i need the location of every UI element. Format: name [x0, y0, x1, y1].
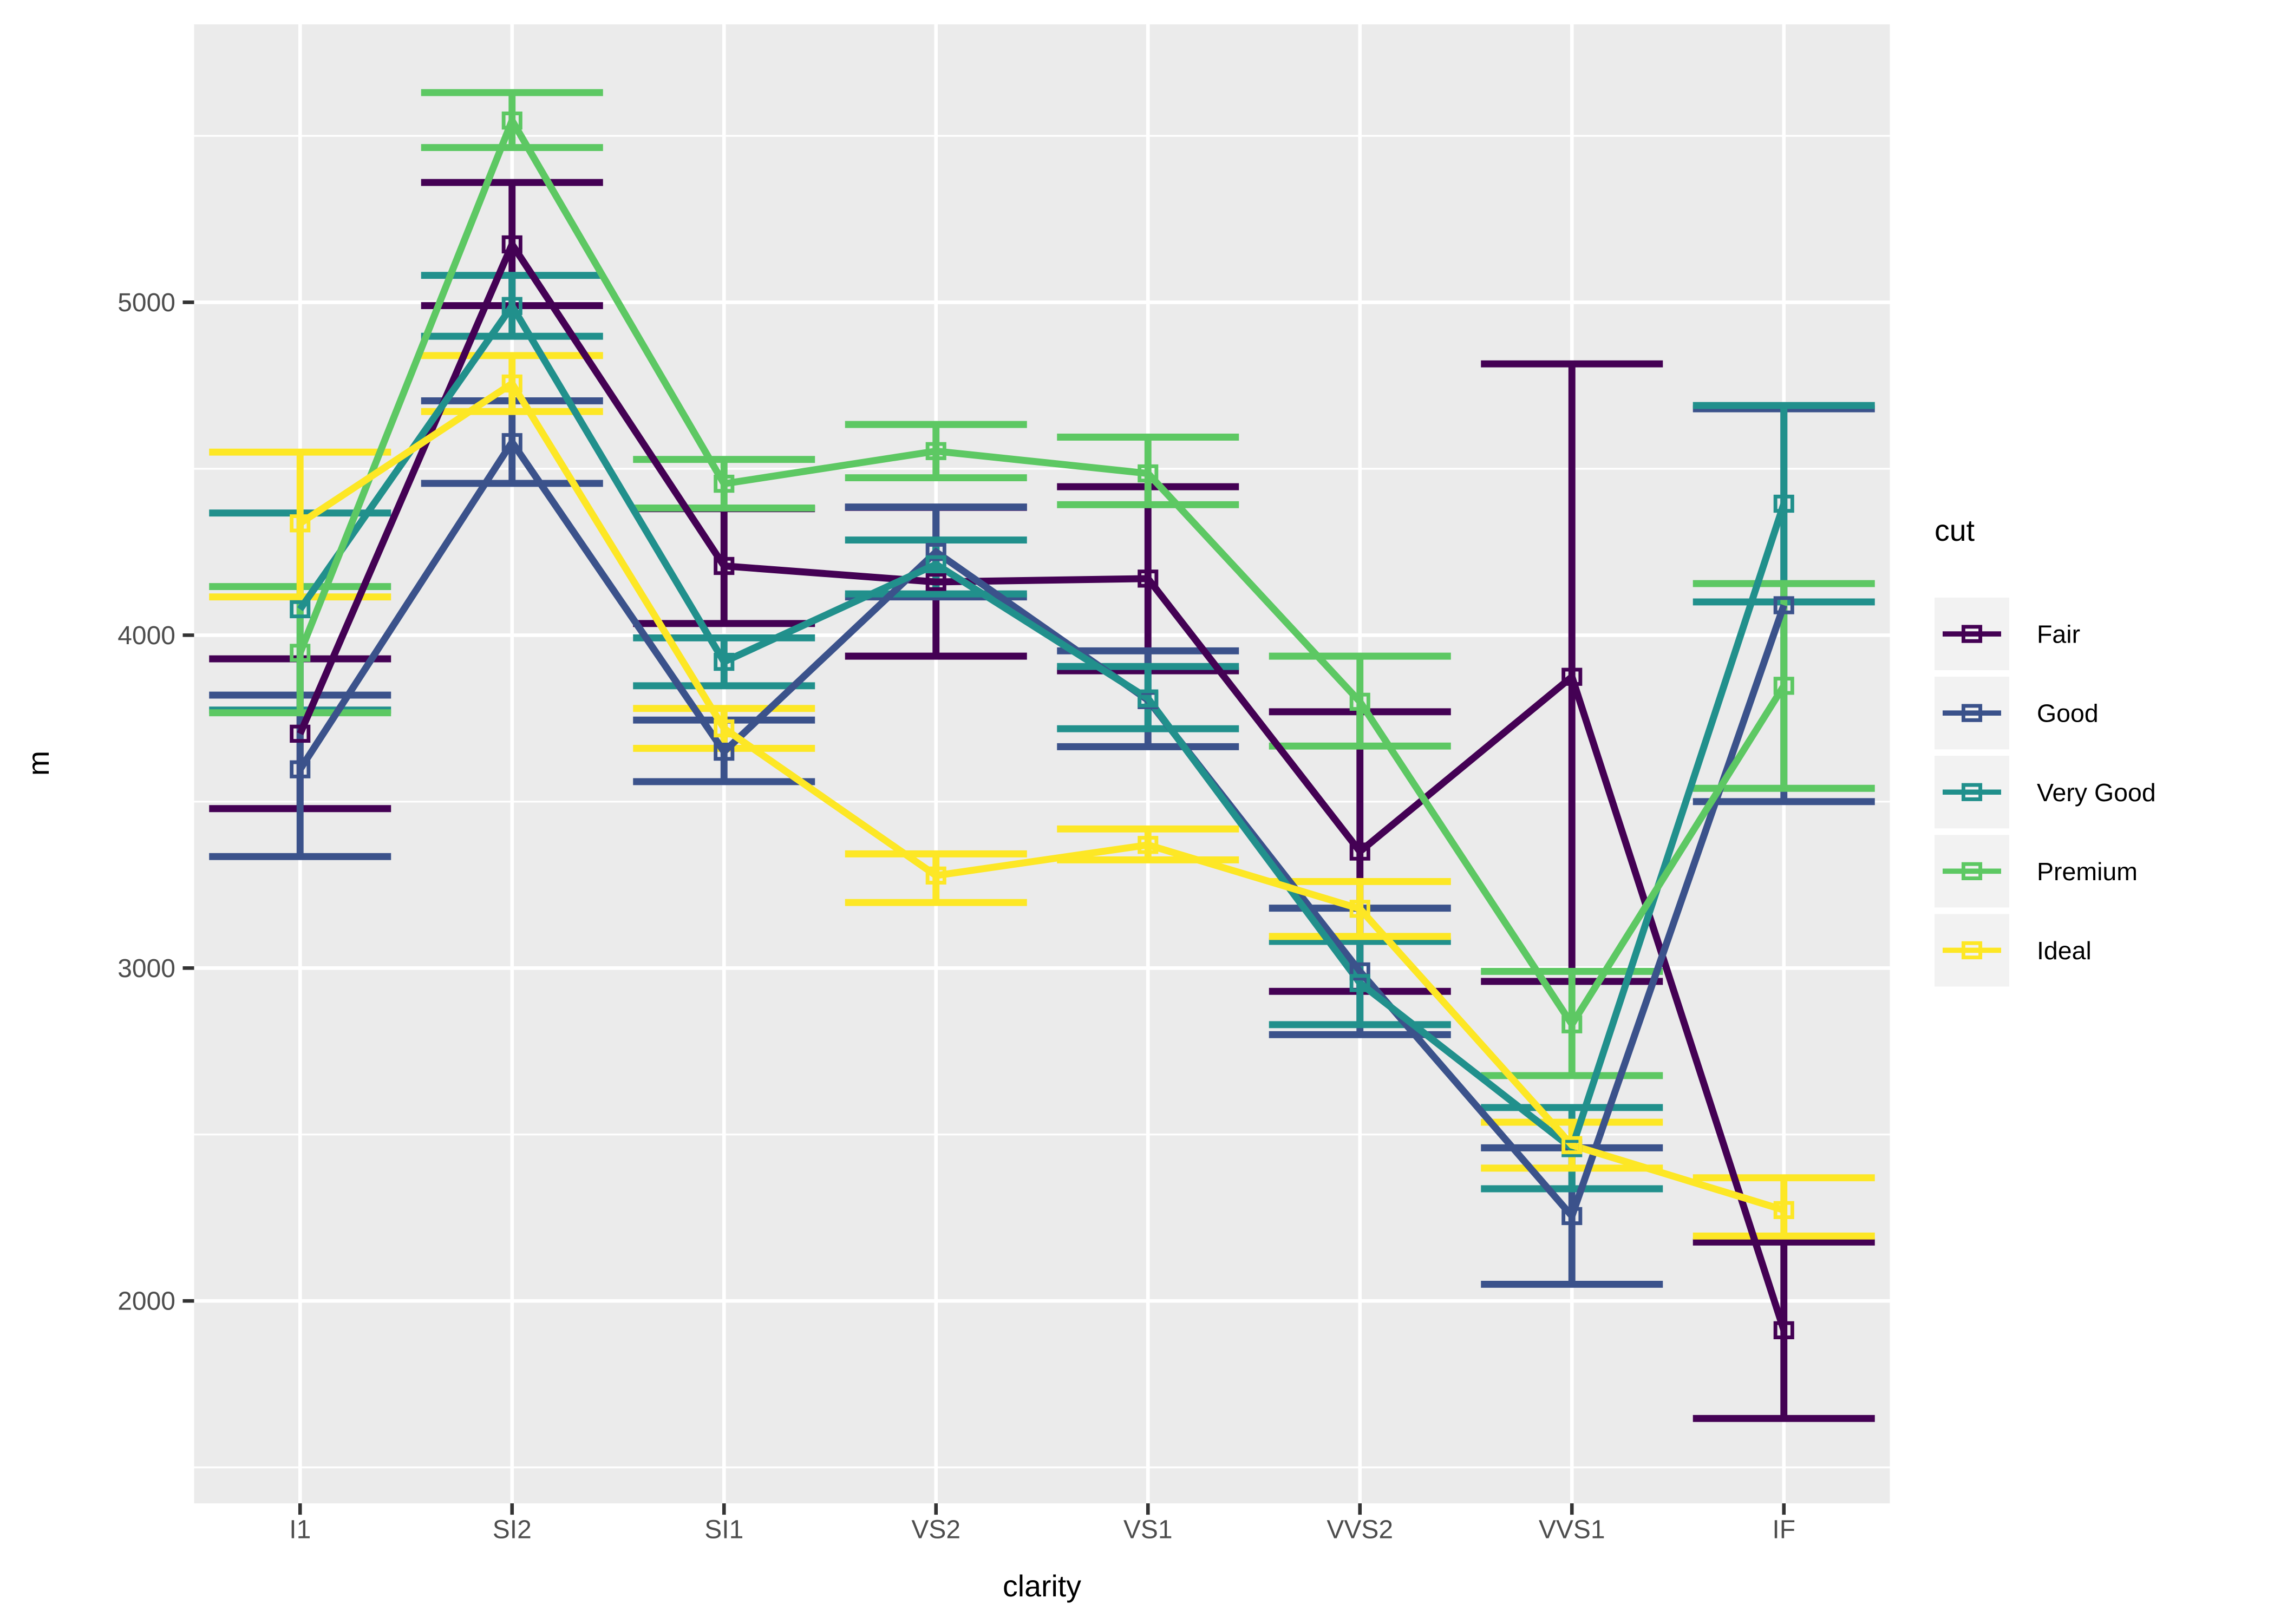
mean-marker — [1349, 962, 1370, 981]
mean-marker — [501, 112, 522, 130]
series-line-premium — [297, 113, 1787, 1031]
mean-marker — [1773, 596, 1794, 614]
mean-marker — [1561, 1136, 1583, 1155]
plot-panel — [194, 24, 1890, 1504]
mean-marker — [1138, 569, 1159, 588]
legend-entry-fair: Fair — [1935, 598, 2080, 671]
markers-layer — [290, 112, 1794, 1339]
legend-key-marker — [1961, 941, 1983, 960]
y-axis-title: m — [22, 751, 55, 776]
mean-marker — [714, 474, 735, 493]
mean-marker — [290, 514, 311, 533]
mean-marker — [1138, 689, 1159, 708]
mean-marker — [714, 652, 735, 671]
legend-entry-ideal: Ideal — [1935, 914, 2092, 987]
mean-marker — [925, 555, 946, 574]
mean-marker — [501, 235, 522, 254]
legend-label: Ideal — [2037, 937, 2092, 965]
mean-marker — [1138, 836, 1159, 854]
y-axis: 2000 3000 4000 5000 — [117, 289, 194, 1316]
mean-marker — [1773, 494, 1794, 513]
mean-marker — [925, 573, 946, 591]
mean-marker — [1349, 692, 1370, 711]
legend-key-marker — [1961, 704, 1983, 722]
mean-marker — [501, 297, 522, 315]
legend-key-marker — [1961, 862, 1983, 880]
series-line-ideal — [298, 378, 1785, 1214]
legend-keys: Fair Good Very Good Premium Ideal — [1935, 598, 2156, 987]
errorbar-series-ideal — [209, 352, 1875, 1240]
y-tick-label: 4000 — [117, 621, 175, 650]
x-tick-label: I1 — [289, 1516, 311, 1544]
series-markers-fair — [290, 235, 1794, 1339]
x-tick-label: IF — [1772, 1516, 1795, 1544]
mean-marker — [1349, 974, 1370, 992]
errorbar-series-premium — [209, 89, 1875, 1079]
series-line-fair — [297, 237, 1787, 1332]
mean-marker — [714, 719, 735, 738]
mean-marker — [501, 433, 522, 451]
legend-label: Fair — [2037, 620, 2080, 649]
series-line-good — [297, 436, 1787, 1223]
x-axis: I1 SI2 SI1 VS2 VS1 VVS2 VVS1 IF — [289, 1503, 1795, 1544]
legend-title: cut — [1935, 514, 1975, 547]
series-line-very-good — [297, 299, 1787, 1154]
mean-marker — [714, 556, 735, 575]
legend: cut Fair Good Very Good Premium Ideal — [1935, 514, 2156, 987]
series-markers-ideal — [290, 374, 1794, 1220]
mean-marker — [925, 866, 946, 885]
y-tick-label: 2000 — [117, 1287, 175, 1316]
legend-label: Premium — [2037, 857, 2138, 886]
x-tick-label: VVS1 — [1539, 1516, 1605, 1544]
x-tick-label: SI2 — [493, 1516, 532, 1544]
mean-marker — [290, 760, 311, 778]
mean-marker — [714, 742, 735, 761]
mean-marker — [1561, 1015, 1583, 1033]
mean-marker — [1138, 464, 1159, 483]
errorbars-layer — [209, 89, 1875, 1422]
x-tick-label: VS2 — [911, 1516, 960, 1544]
series-markers-premium — [290, 112, 1794, 1033]
mean-marker — [1773, 677, 1794, 695]
x-tick-label: VS1 — [1123, 1516, 1173, 1544]
mean-marker — [1561, 1207, 1583, 1226]
mean-marker — [1561, 667, 1583, 686]
lines-layer — [297, 113, 1787, 1332]
mean-marker — [290, 600, 311, 619]
legend-key-marker — [1961, 783, 1983, 801]
x-axis-title: clarity — [1003, 1569, 1081, 1603]
x-tick-label: SI1 — [704, 1516, 743, 1544]
mean-marker — [1773, 1201, 1794, 1220]
grid-minor — [194, 135, 1890, 1469]
mean-marker — [925, 442, 946, 460]
mean-marker — [1773, 1321, 1794, 1339]
mean-marker — [290, 644, 311, 662]
legend-entry-good: Good — [1935, 677, 2099, 750]
legend-label: Very Good — [2037, 778, 2156, 807]
legend-label: Good — [2037, 699, 2099, 728]
mean-marker — [1349, 842, 1370, 861]
x-tick-label: VVS2 — [1327, 1516, 1393, 1544]
legend-key-marker — [1961, 625, 1983, 643]
panel-background — [194, 24, 1890, 1504]
mean-marker — [1349, 900, 1370, 918]
mean-marker — [290, 724, 311, 743]
y-tick-label: 3000 — [117, 954, 175, 983]
y-tick-label: 5000 — [117, 289, 175, 317]
legend-entry-very-good: Very Good — [1935, 756, 2156, 829]
legend-entry-premium: Premium — [1935, 835, 2138, 908]
mean-marker — [925, 543, 946, 561]
mean-marker — [501, 374, 522, 393]
